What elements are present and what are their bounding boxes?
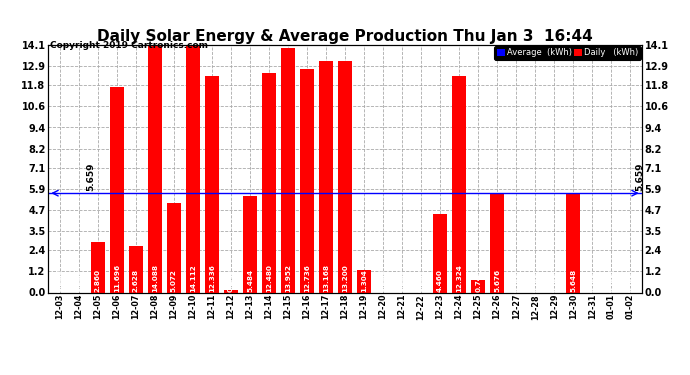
- Text: 0.000: 0.000: [513, 269, 519, 292]
- Text: 0.000: 0.000: [627, 269, 633, 292]
- Text: Copyright 2019 Cartronics.com: Copyright 2019 Cartronics.com: [50, 40, 208, 50]
- Text: 0.000: 0.000: [609, 269, 614, 292]
- Text: 5.648: 5.648: [570, 269, 576, 292]
- Text: 5.072: 5.072: [171, 269, 177, 292]
- Text: 14.112: 14.112: [190, 264, 196, 292]
- Text: 13.952: 13.952: [285, 264, 291, 292]
- Bar: [338, 61, 352, 292]
- Bar: [186, 45, 200, 292]
- Text: 0.000: 0.000: [76, 269, 81, 292]
- Bar: [224, 290, 238, 292]
- Text: 0.740: 0.740: [475, 269, 481, 292]
- Text: 14.088: 14.088: [152, 264, 158, 292]
- Text: 5.659: 5.659: [86, 162, 96, 190]
- Bar: [471, 279, 485, 292]
- Text: 12.336: 12.336: [209, 264, 215, 292]
- Text: 12.324: 12.324: [456, 264, 462, 292]
- Bar: [90, 242, 105, 292]
- Bar: [300, 69, 314, 292]
- Bar: [433, 214, 447, 292]
- Text: 0.000: 0.000: [380, 269, 386, 292]
- Bar: [452, 76, 466, 292]
- Text: 0.000: 0.000: [399, 269, 405, 292]
- Text: 11.696: 11.696: [114, 264, 120, 292]
- Text: 2.628: 2.628: [132, 269, 139, 292]
- Bar: [566, 194, 580, 292]
- Bar: [490, 193, 504, 292]
- Text: 13.168: 13.168: [323, 264, 329, 292]
- Text: 13.200: 13.200: [342, 264, 348, 292]
- Text: 0.000: 0.000: [589, 269, 595, 292]
- Text: 5.484: 5.484: [247, 269, 253, 292]
- Bar: [110, 87, 124, 292]
- Bar: [148, 45, 162, 292]
- Text: 5.676: 5.676: [494, 269, 500, 292]
- Bar: [205, 76, 219, 292]
- Text: 1.304: 1.304: [361, 269, 367, 292]
- Text: 0.000: 0.000: [551, 269, 558, 292]
- Text: 12.480: 12.480: [266, 264, 272, 292]
- Text: 0.000: 0.000: [532, 269, 538, 292]
- Text: 12.736: 12.736: [304, 264, 310, 292]
- Bar: [243, 196, 257, 292]
- Legend: Average  (kWh), Daily   (kWh): Average (kWh), Daily (kWh): [494, 46, 641, 60]
- Bar: [319, 62, 333, 292]
- Text: 2.860: 2.860: [95, 269, 101, 292]
- Bar: [128, 246, 143, 292]
- Bar: [357, 270, 371, 292]
- Text: 0.148: 0.148: [228, 269, 234, 292]
- Title: Daily Solar Energy & Average Production Thu Jan 3  16:44: Daily Solar Energy & Average Production …: [97, 29, 593, 44]
- Bar: [281, 48, 295, 292]
- Text: 0.000: 0.000: [57, 269, 63, 292]
- Text: 5.659: 5.659: [635, 162, 644, 190]
- Text: 4.460: 4.460: [437, 269, 443, 292]
- Bar: [262, 74, 276, 292]
- Text: 0.000: 0.000: [418, 269, 424, 292]
- Bar: [167, 204, 181, 292]
